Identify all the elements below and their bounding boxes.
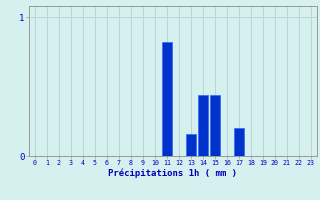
Bar bbox=[198, 95, 208, 156]
Bar bbox=[234, 128, 244, 156]
Bar bbox=[162, 42, 172, 156]
Bar bbox=[186, 134, 196, 156]
X-axis label: Précipitations 1h ( mm ): Précipitations 1h ( mm ) bbox=[108, 169, 237, 178]
Bar bbox=[210, 95, 220, 156]
